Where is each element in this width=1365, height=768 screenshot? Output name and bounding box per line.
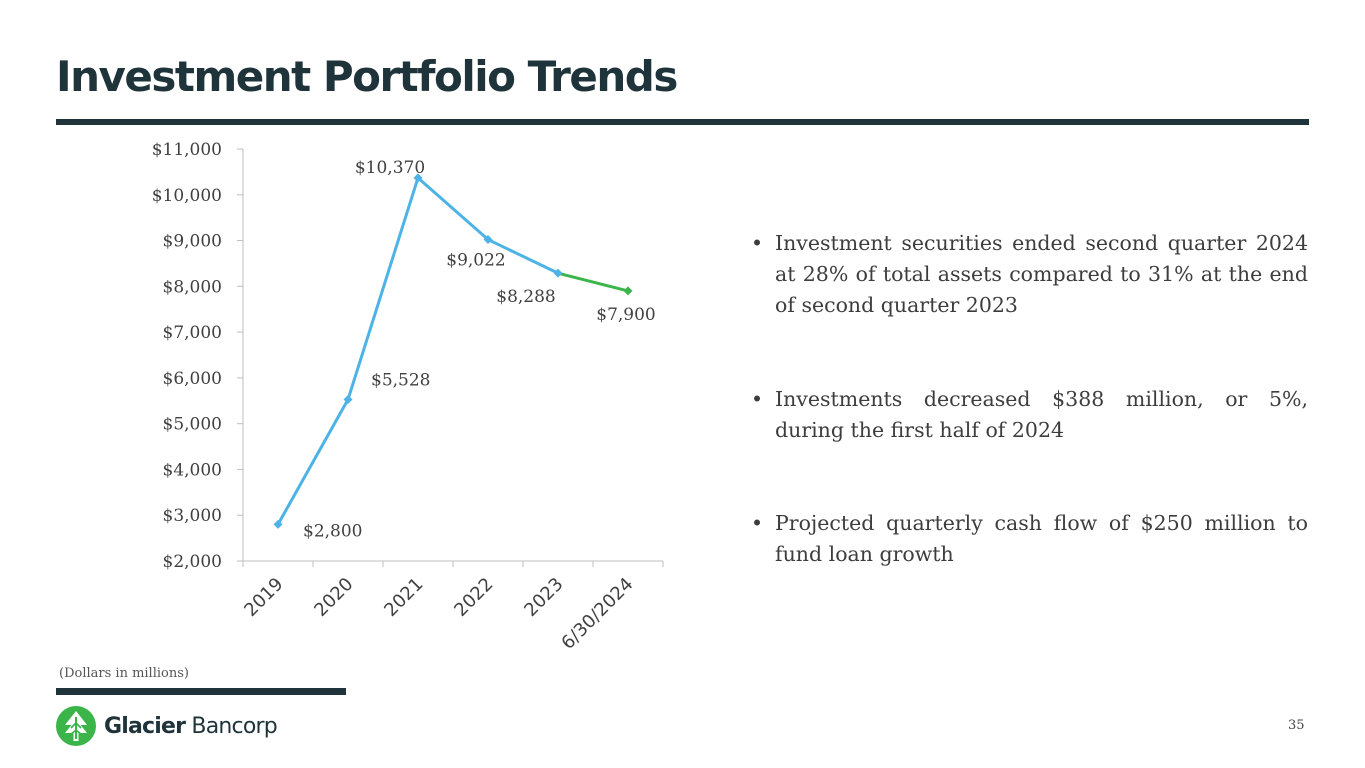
y-tick-label: $10,000 (152, 186, 222, 206)
bullet-icon: • (751, 387, 764, 411)
glacier-tree-icon (56, 706, 96, 746)
units-note: (Dollars in millions) (59, 666, 189, 681)
series-line-segment (556, 271, 630, 293)
bullet-item: • Investment securities ended second qua… (751, 228, 1308, 321)
bullet-text: Investments decreased $388 million, or 5… (775, 387, 1308, 442)
y-tick-label: $5,000 (163, 415, 222, 435)
bullet-icon: • (751, 231, 764, 255)
data-label: $10,370 (355, 158, 425, 178)
x-tick-label: 2020 (310, 574, 357, 621)
series-line-segment (416, 176, 490, 242)
y-tick-label: $3,000 (163, 506, 222, 526)
investment-line-chart: $2,000 $3,000 $4,000 $5,000 $6,000 $7,000 $8,0… (152, 140, 664, 654)
y-tick-label: $6,000 (163, 369, 222, 389)
title-divider (56, 119, 1309, 125)
page-number: 35 (1288, 718, 1305, 733)
bullet-icon: • (751, 511, 764, 535)
data-label: $2,800 (303, 521, 362, 541)
x-tick-label: 2022 (450, 574, 497, 621)
bullet-item: • Projected quarterly cash flow of $250 … (751, 508, 1308, 570)
data-point (413, 173, 423, 183)
bullet-item: • Investments decreased $388 million, or… (751, 384, 1308, 446)
brand-name: Glacier Bancorp (104, 713, 278, 739)
y-tick-label: $8,000 (163, 277, 222, 297)
data-point (623, 286, 633, 296)
x-tick-label: 6/30/2024 (557, 574, 637, 654)
data-label: $8,288 (496, 287, 555, 307)
x-tick-label: 2019 (240, 574, 287, 621)
company-logo: Glacier Bancorp (56, 706, 278, 746)
bullet-text: Projected quarterly cash flow of $250 mi… (775, 511, 1308, 566)
y-tick-label: $7,000 (163, 323, 222, 343)
y-tick-label: $9,000 (163, 232, 222, 252)
y-tick-label: $4,000 (163, 460, 222, 480)
data-point (343, 394, 353, 404)
bullet-text: Investment securities ended second quart… (775, 231, 1308, 317)
data-label: $5,528 (371, 370, 430, 390)
data-label: $9,022 (446, 251, 505, 271)
series-line-segment (486, 238, 560, 275)
x-tick-label: 2023 (520, 574, 567, 621)
page-title: Investment Portfolio Trends (56, 52, 678, 101)
data-label: $7,900 (596, 305, 655, 325)
series-line-segment (276, 397, 350, 526)
data-point (483, 235, 493, 245)
y-tick-label: $11,000 (152, 140, 222, 160)
y-tick-label: $2,000 (163, 552, 222, 572)
footer-divider (56, 688, 346, 695)
series-line-segment (346, 176, 420, 401)
data-point (273, 519, 283, 529)
x-tick-label: 2021 (380, 574, 427, 621)
data-point (553, 268, 563, 278)
